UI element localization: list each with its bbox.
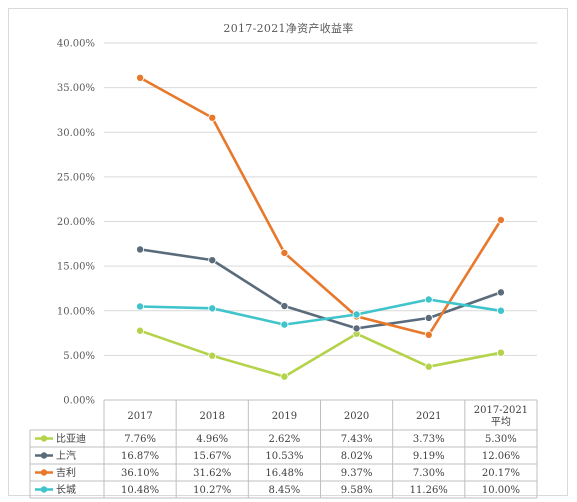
data-table-value: 36.10% [121,468,159,479]
data-table-value: 8.02% [341,451,373,462]
data-table-value: 16.87% [121,451,159,462]
data-table-value: 7.30% [413,468,445,479]
y-tick-label: 25.00% [57,172,95,183]
data-table-value: 10.27% [193,485,231,496]
data-table-value: 8.45% [269,485,301,496]
data-table-value: 10.48% [121,485,159,496]
x-tick-label: 2019 [272,411,297,422]
data-point [208,304,217,313]
data-point [136,245,145,254]
data-table-value: 7.76% [124,434,156,445]
series-line-1 [139,329,502,378]
data-point [280,320,289,329]
data-point [208,351,217,360]
data-point [136,302,145,311]
data-point [496,348,505,357]
series-line-3 [139,76,503,337]
y-tick-label: 20.00% [57,217,95,228]
x-tick-label: 2017-2021 [474,405,528,416]
x-tick-label: 平均 [491,416,511,428]
data-table-value: 9.19% [413,451,445,462]
y-tick-label: 15.00% [57,262,95,273]
data-point [424,313,433,322]
data-point [424,362,433,371]
data-point [280,248,289,257]
series-line-2 [139,248,502,330]
data-table-value: 10.00% [482,485,520,496]
y-tick-label: 5.00% [63,351,95,362]
y-tick-label: 35.00% [57,83,95,94]
data-point [280,372,289,381]
data-point [208,113,217,122]
legend-key-marker [40,486,48,493]
data-point [136,73,145,82]
data-table-value: 12.06% [482,451,520,462]
legend-label: 上汽 [56,449,76,462]
x-tick-label: 2017 [127,411,152,422]
x-tick-label: 2018 [200,411,225,422]
data-table-value: 5.30% [485,434,517,445]
data-point [424,330,433,339]
x-tick-label: 2020 [344,411,369,422]
chart-title: 2017-2021净资产收益率 [223,22,354,35]
data-table-value: 10.53% [265,451,303,462]
data-table-value: 9.58% [341,485,373,496]
legend-label: 长城 [56,484,76,496]
data-point [352,310,361,319]
data-table-value: 16.48% [265,468,303,479]
legend-label: 比亚迪 [56,433,86,445]
legend-key-marker [40,435,48,442]
data-point [424,295,433,304]
data-table-value: 15.67% [193,451,231,462]
data-table-value: 4.96% [196,434,228,445]
data-table-value: 20.17% [482,468,520,479]
data-point [352,324,361,333]
legend-label: 吉利 [56,467,76,479]
data-point [208,256,217,265]
data-table-value: 11.26% [410,485,448,496]
data-point [280,302,289,311]
data-table-value: 7.43% [341,434,373,445]
data-point [496,306,505,315]
series-line-4 [140,298,502,326]
data-table-value: 2.62% [269,434,301,445]
data-table-value: 31.62% [193,468,231,479]
legend-key-marker [40,452,48,459]
y-tick-label: 10.00% [57,306,95,317]
x-tick-label: 2021 [416,411,441,422]
data-point [496,288,505,297]
data-table-value: 3.73% [413,434,445,445]
data-table-value: 9.37% [341,468,373,479]
y-tick-label: 40.00% [57,39,95,50]
data-point [496,215,505,224]
y-tick-label: 30.00% [57,128,95,139]
data-point [136,326,145,335]
y-tick-label: 0.00% [63,396,95,407]
legend-key-marker [40,469,48,476]
